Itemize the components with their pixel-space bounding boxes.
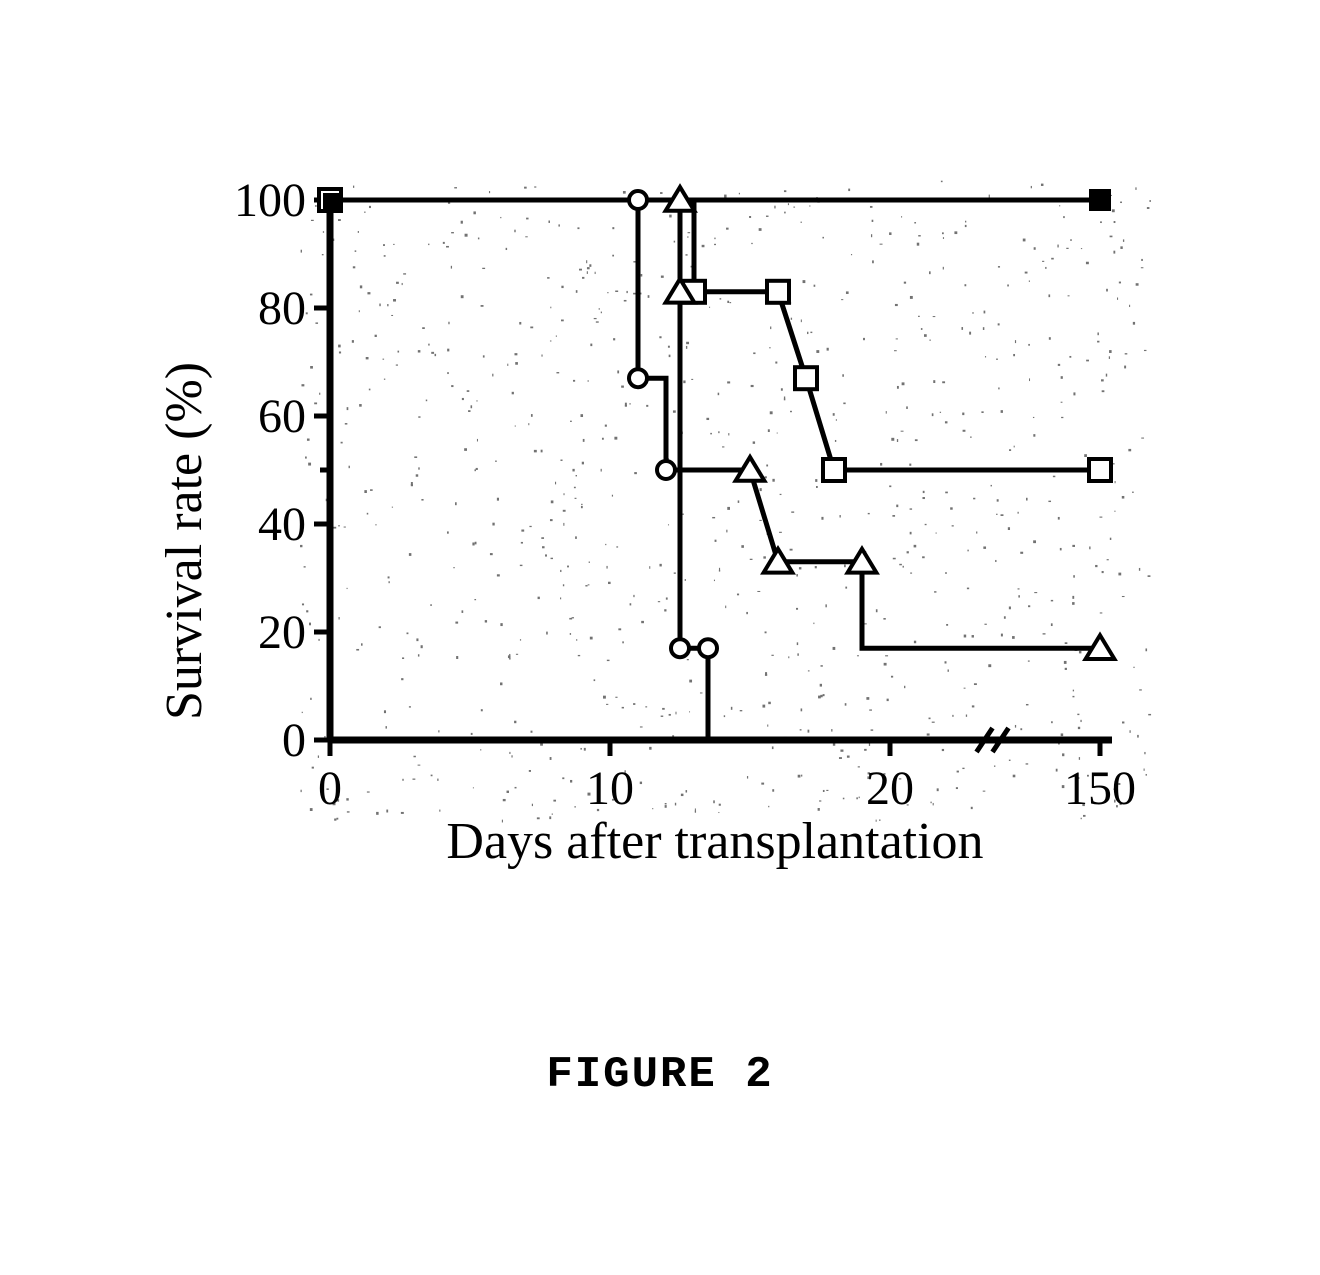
y-axis-label: Survival rate (%) [155,362,214,720]
svg-text:0: 0 [318,762,342,815]
svg-text:10: 10 [586,762,634,815]
x-axis-label: Days after transplantation [300,812,1130,871]
svg-text:40: 40 [258,498,306,551]
svg-text:20: 20 [258,606,306,659]
svg-text:100: 100 [234,174,306,227]
svg-text:0: 0 [282,714,306,767]
figure-caption: FIGURE 2 [0,1050,1320,1100]
svg-text:80: 80 [258,282,306,335]
survival-chart: 0 20 40 60 80 100 0 10 20 150 [120,150,1200,890]
svg-text:150: 150 [1064,762,1136,815]
svg-text:60: 60 [258,390,306,443]
svg-text:20: 20 [866,762,914,815]
figure-wrap: 0 20 40 60 80 100 0 10 20 150 Survival rate (%) D… [120,150,1200,970]
